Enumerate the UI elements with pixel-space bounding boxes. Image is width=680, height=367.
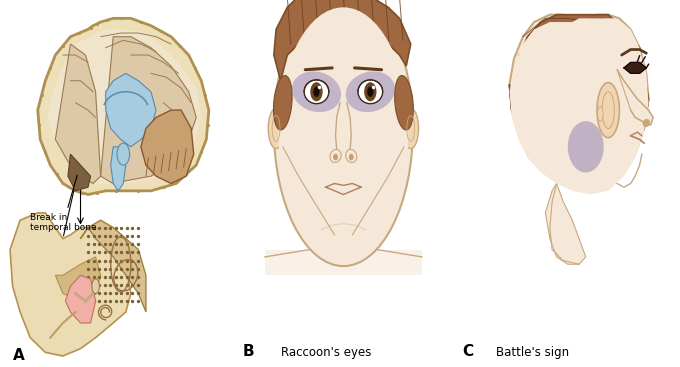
Ellipse shape — [394, 76, 413, 130]
Ellipse shape — [643, 119, 649, 127]
Polygon shape — [509, 15, 649, 187]
Ellipse shape — [278, 7, 409, 257]
Ellipse shape — [333, 154, 338, 160]
Polygon shape — [55, 44, 101, 184]
Polygon shape — [617, 70, 653, 125]
Ellipse shape — [349, 154, 354, 160]
Ellipse shape — [598, 106, 603, 121]
Polygon shape — [65, 275, 96, 323]
Text: Break in
temporal bone: Break in temporal bone — [30, 175, 97, 232]
Polygon shape — [509, 15, 649, 187]
Polygon shape — [274, 0, 411, 81]
Ellipse shape — [313, 87, 320, 97]
Ellipse shape — [367, 87, 373, 97]
Polygon shape — [509, 18, 649, 195]
Polygon shape — [48, 29, 201, 184]
Ellipse shape — [345, 71, 395, 112]
Text: B: B — [243, 344, 254, 359]
Ellipse shape — [364, 82, 377, 101]
Polygon shape — [545, 184, 585, 264]
Polygon shape — [321, 202, 366, 264]
Ellipse shape — [310, 82, 322, 101]
Polygon shape — [141, 110, 194, 184]
Ellipse shape — [597, 83, 619, 138]
Polygon shape — [101, 37, 197, 184]
Ellipse shape — [304, 80, 329, 104]
Text: Battle's sign: Battle's sign — [496, 346, 569, 359]
Ellipse shape — [273, 76, 292, 130]
Ellipse shape — [92, 279, 99, 294]
Polygon shape — [111, 147, 126, 191]
Text: C: C — [462, 344, 473, 359]
Polygon shape — [68, 154, 90, 191]
Ellipse shape — [358, 80, 383, 104]
Polygon shape — [10, 213, 131, 356]
Polygon shape — [80, 220, 146, 312]
Ellipse shape — [568, 121, 604, 172]
Polygon shape — [105, 73, 156, 147]
Ellipse shape — [274, 0, 413, 266]
Ellipse shape — [117, 143, 130, 165]
Ellipse shape — [345, 149, 357, 163]
Polygon shape — [55, 257, 101, 301]
Ellipse shape — [268, 108, 284, 149]
Ellipse shape — [403, 108, 419, 149]
Ellipse shape — [292, 71, 341, 112]
Text: Raccoon's eyes: Raccoon's eyes — [281, 346, 371, 359]
Polygon shape — [624, 62, 646, 73]
Text: A: A — [12, 348, 24, 363]
Polygon shape — [38, 18, 209, 195]
Ellipse shape — [330, 149, 341, 163]
